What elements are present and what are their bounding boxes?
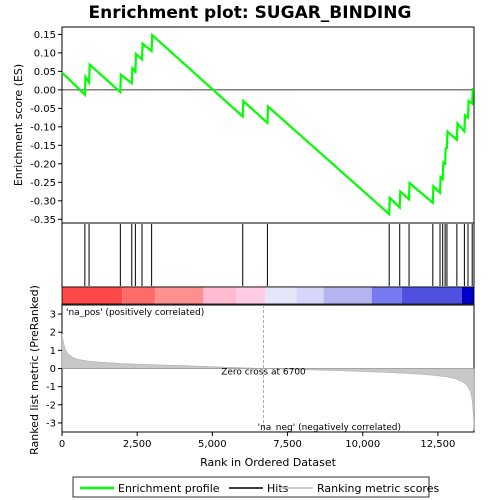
es-y-tick-label: -0.25 [30,178,56,189]
es-y-tick-label: -0.30 [30,196,56,207]
metric-y-tick-label: 3 [50,310,56,321]
es-y-tick-label: 0.05 [34,67,56,78]
x-tick-label: 12,500 [420,439,455,450]
es-y-tick-label: -0.10 [30,122,56,133]
metric-y-tick-label: 0 [50,364,56,375]
es-profile-line [61,32,474,217]
legend: Enrichment profile Hits Ranking metric s… [72,476,439,498]
metric-y-axis: 3 2 1 0 -1 -2 -3 [46,310,62,429]
x-tick-label: 2,500 [123,439,152,450]
hits-panel [61,222,475,288]
legend-hits-label: Hits [267,482,289,495]
heatmap-segment [203,287,237,304]
x-tick-label: 7,500 [273,439,302,450]
heatmap-segment [62,287,123,304]
positive-correlation-label: 'na_pos' (positively correlated) [66,308,204,318]
legend-metric-label: Ranking metric scores [317,482,439,495]
heatmap-segment [401,287,462,304]
x-axis-label: Rank in Ordered Dataset [200,456,337,469]
heatmap-segment [296,287,324,304]
metric-y-tick-label: 1 [50,346,56,357]
es-y-tick-label: -0.20 [30,159,56,170]
x-tick-label: 5,000 [198,439,227,450]
legend-enrichment-label: Enrichment profile [118,482,220,495]
es-y-tick-label: -0.35 [30,215,56,226]
heatmap-frame [61,286,475,305]
zero-cross-label: Zero cross at 6700 [221,368,306,378]
heatmap-segment [236,287,265,304]
es-y-tick-label: -0.15 [30,141,56,152]
x-tick-label: 0 [59,439,65,450]
es-y-label: Enrichment score (ES) [12,64,25,186]
metric-y-tick-label: -3 [46,418,56,429]
heatmap-segment [264,287,297,304]
es-y-tick-label: 0.15 [34,30,56,41]
ranking-metric-area [61,333,475,431]
heatmap-segment [122,287,156,304]
es-panel-frame [61,26,475,224]
heatmap-segment [323,287,372,304]
metric-x-axis: 0 2,500 5,000 7,500 10,000 12,500 [59,432,455,450]
heatmap-segment [155,287,204,304]
metric-y-tick-label: -1 [46,382,56,393]
hits-panel-frame [61,222,475,288]
legend-box [72,476,430,498]
es-y-axis: 0.15 0.10 0.05 0.00 -0.05 -0.10 -0.15 -0.20 -0.2… [30,30,62,226]
es-y-tick-label: 0.10 [34,48,56,59]
hit-marks [84,224,473,286]
metric-y-tick-label: -2 [46,400,56,411]
metric-y-tick-label: 2 [50,328,56,339]
es-panel: 0.15 0.10 0.05 0.00 -0.05 -0.10 -0.15 -0.20 -0.2… [12,26,475,226]
chart-title: Enrichment plot: SUGAR_BINDING [89,3,412,23]
negative-correlation-label: 'na_neg' (negatively correlated) [258,423,401,433]
es-y-tick-label: 0.00 [34,85,56,96]
es-y-tick-label: -0.05 [30,104,56,115]
heatmap-segment [371,287,402,304]
x-tick-label: 10,000 [345,439,380,450]
ranking-heatmap-bar [61,286,475,305]
metric-y-label: Ranked list metric (PreRanked) [28,285,41,455]
heatmap-segment [461,287,474,304]
